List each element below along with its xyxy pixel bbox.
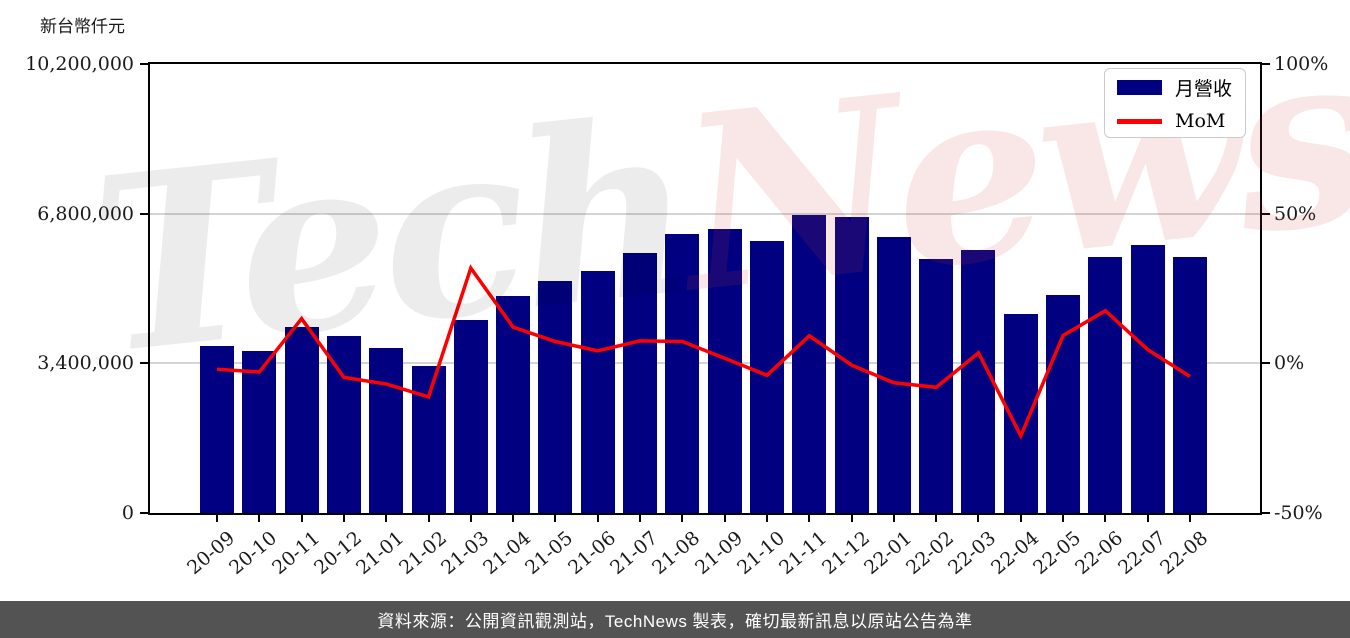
x-tick-label: 21-05 bbox=[521, 527, 578, 580]
pct-tick-label: -50% bbox=[1274, 502, 1323, 524]
legend-mom-label: MoM bbox=[1175, 110, 1226, 132]
x-tick-label: 22-06 bbox=[1071, 527, 1128, 580]
x-tickmark bbox=[512, 515, 515, 522]
x-tick-label: 20-11 bbox=[267, 527, 324, 580]
x-tick-label: 21-03 bbox=[436, 527, 493, 580]
x-tickmark bbox=[935, 515, 938, 522]
left-tickmark bbox=[140, 63, 148, 65]
mom-line-swatch bbox=[1117, 118, 1162, 124]
source-caption-text: 資料來源：公開資訊觀測站，TechNews 製表，確切最新訊息以原站公告為準 bbox=[377, 612, 973, 631]
x-tickmark bbox=[469, 515, 472, 522]
revenue-bar bbox=[1088, 256, 1123, 513]
pct-tick-label: 50% bbox=[1274, 202, 1317, 225]
x-tick-label: 21-08 bbox=[648, 527, 705, 580]
revenue-bar bbox=[326, 335, 361, 513]
x-tick-label: 22-03 bbox=[944, 527, 1001, 580]
right-tickmark bbox=[1262, 63, 1270, 65]
x-tickmark bbox=[596, 515, 599, 522]
pct-tick-label: 0% bbox=[1274, 352, 1305, 375]
left-axis-title: 新台幣仟元 bbox=[40, 17, 125, 36]
y-tick-label: 0 bbox=[121, 502, 134, 524]
x-tick-label: 22-07 bbox=[1113, 527, 1170, 580]
x-tick-label: 22-04 bbox=[986, 527, 1043, 580]
x-tickmark bbox=[1062, 515, 1065, 522]
y-tick-label: 6,800,000 bbox=[37, 202, 134, 225]
x-tickmark bbox=[300, 515, 303, 522]
left-tickmark bbox=[140, 362, 148, 365]
x-tickmark bbox=[850, 515, 853, 522]
x-tickmark bbox=[681, 515, 684, 522]
x-tickmark bbox=[1189, 515, 1191, 522]
x-tick-label: 21-07 bbox=[606, 527, 663, 580]
x-tickmark bbox=[427, 515, 430, 522]
x-tick-label: 21-06 bbox=[563, 527, 620, 580]
x-tickmark bbox=[1104, 515, 1107, 522]
revenue-bar bbox=[623, 252, 658, 513]
revenue-bar bbox=[1130, 244, 1165, 513]
right-tickmark bbox=[1262, 362, 1270, 365]
revenue-bar bbox=[284, 326, 319, 513]
x-tickmark bbox=[216, 515, 218, 522]
mom-line-layer bbox=[216, 264, 1191, 440]
x-tick-label: 21-02 bbox=[394, 527, 451, 580]
x-tickmark bbox=[765, 515, 768, 522]
x-tickmark bbox=[385, 515, 388, 522]
x-tickmark bbox=[723, 515, 726, 522]
x-tick-label: 21-11 bbox=[775, 527, 832, 580]
x-tickmark bbox=[342, 515, 345, 522]
x-tick-label: 21-10 bbox=[732, 527, 790, 580]
x-tick-label: 21-09 bbox=[690, 527, 747, 580]
x-tick-label: 20-12 bbox=[309, 527, 367, 580]
left-tickmark bbox=[140, 212, 148, 215]
x-tickmark bbox=[258, 515, 261, 522]
x-tick-label: 22-05 bbox=[1029, 527, 1086, 580]
plot-area bbox=[148, 62, 1262, 515]
mom-line bbox=[216, 264, 1191, 440]
revenue-bar bbox=[369, 348, 404, 513]
x-tickmark bbox=[892, 515, 895, 522]
x-tick-label: 21-04 bbox=[479, 527, 536, 580]
revenue-bar bbox=[242, 351, 277, 513]
right-tickmark bbox=[1262, 512, 1270, 514]
revenue-bar bbox=[580, 270, 615, 513]
x-tick-label: 20-10 bbox=[225, 527, 282, 580]
revenue-bar-swatch bbox=[1117, 80, 1162, 95]
revenue-bar bbox=[961, 249, 996, 513]
x-tickmark bbox=[1019, 515, 1022, 522]
x-tick-label: 20-09 bbox=[183, 527, 240, 580]
legend-revenue-label: 月營收 bbox=[1175, 78, 1233, 100]
legend-box: 月營收 MoM bbox=[1104, 68, 1246, 138]
revenue-bar bbox=[411, 366, 446, 513]
x-tick-label: 22-01 bbox=[859, 527, 917, 580]
y-tick-label: 3,400,000 bbox=[37, 352, 134, 375]
legend-item-mom: MoM bbox=[1117, 110, 1233, 132]
revenue-bar bbox=[538, 280, 573, 513]
y-tick-label: 10,200,000 bbox=[25, 53, 134, 75]
revenue-bar bbox=[707, 229, 742, 513]
revenue-bar bbox=[1046, 295, 1081, 513]
x-tick-label: 22-08 bbox=[1156, 527, 1213, 580]
legend-item-revenue: 月營收 bbox=[1117, 74, 1233, 101]
source-caption-bar: 資料來源：公開資訊觀測站，TechNews 製表，確切最新訊息以原站公告為準 bbox=[0, 601, 1350, 638]
revenue-bar bbox=[665, 233, 700, 513]
gridline bbox=[150, 212, 1260, 215]
revenue-bar bbox=[876, 236, 911, 513]
revenue-bar bbox=[1173, 256, 1207, 513]
gridline bbox=[150, 362, 1260, 365]
x-tickmark bbox=[554, 515, 557, 522]
x-tick-label: 22-02 bbox=[902, 527, 959, 580]
revenue-bar bbox=[453, 319, 488, 513]
x-tick-label: 21-12 bbox=[817, 527, 874, 580]
left-tickmark bbox=[140, 512, 148, 514]
x-tickmark bbox=[639, 515, 642, 522]
x-tick-label: 21-01 bbox=[352, 527, 409, 580]
x-tickmark bbox=[1146, 515, 1149, 522]
revenue-bar bbox=[200, 346, 234, 513]
x-tickmark bbox=[808, 515, 811, 522]
revenue-bar bbox=[792, 215, 827, 513]
pct-tick-label: 100% bbox=[1274, 53, 1329, 75]
x-tickmark bbox=[977, 515, 980, 522]
right-tickmark bbox=[1262, 212, 1270, 215]
